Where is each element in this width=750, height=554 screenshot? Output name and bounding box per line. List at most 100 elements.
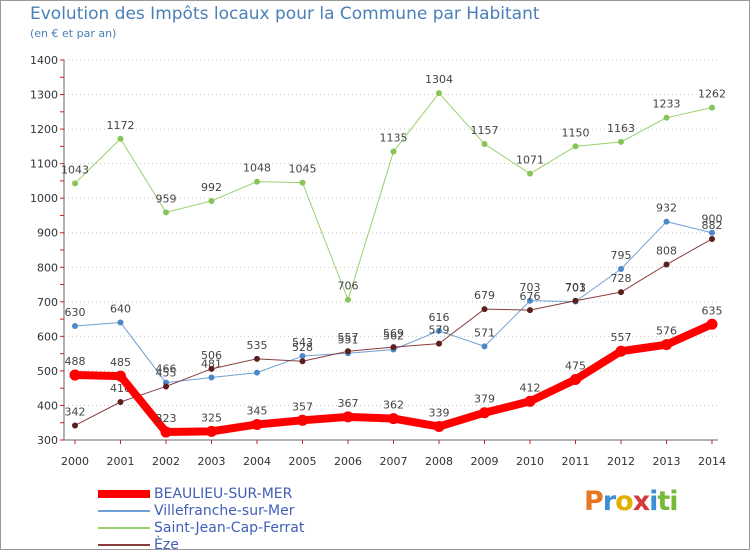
legend-swatch: [98, 510, 150, 512]
data-label-saint-jean-cap-ferrat: 1304: [425, 73, 453, 86]
data-point-saint-jean-cap-ferrat: [208, 197, 215, 204]
x-tick-label: 2011: [562, 455, 590, 468]
x-tick-label: 2001: [107, 455, 135, 468]
data-point-saint-jean-cap-ferrat: [345, 296, 351, 303]
data-point-beaulieu-sur-mer: [115, 370, 126, 382]
data-point-beaulieu-sur-mer: [433, 421, 445, 433]
logo-letter: P: [584, 486, 604, 517]
data-point-villefranche-sur-mer: [481, 343, 488, 350]
x-tick-label: 2007: [380, 455, 408, 468]
data-label-saint-jean-cap-ferrat: 706: [338, 280, 359, 293]
data-point-villefranche-sur-mer: [117, 319, 124, 326]
x-tick-label: 2010: [516, 455, 544, 468]
y-tick-label: 1000: [30, 192, 58, 205]
data-label-villefranche-sur-mer: 571: [474, 326, 495, 339]
logo-letter: i: [669, 486, 678, 517]
data-label-villefranche-sur-mer: 562: [383, 329, 404, 342]
data-label-villefranche-sur-mer: 630: [65, 306, 86, 319]
data-point-beaulieu-sur-mer: [661, 339, 672, 351]
data-point-saint-jean-cap-ferrat: [709, 104, 715, 111]
data-label-villefranche-sur-mer: 795: [611, 249, 632, 262]
data-label-beaulieu-sur-mer: 576: [656, 325, 677, 338]
data-point-villefranche-sur-mer: [436, 327, 442, 334]
data-label-beaulieu-sur-mer: 345: [247, 404, 268, 417]
data-label-saint-jean-cap-ferrat: 1071: [516, 154, 544, 167]
data-label-saint-jean-cap-ferrat: 1163: [607, 122, 635, 135]
data-point-saint-jean-cap-ferrat: [254, 178, 260, 185]
x-tick-label: 2006: [334, 455, 362, 468]
x-tick-label: 2013: [653, 455, 681, 468]
data-point-villefranche-sur-mer: [254, 369, 260, 376]
data-point-villefranche-sur-mer: [299, 353, 306, 360]
data-point-saint-jean-cap-ferrat: [390, 148, 397, 155]
data-point-eze: [72, 422, 78, 429]
data-point-saint-jean-cap-ferrat: [572, 143, 579, 150]
data-label-villefranche-sur-mer: 900: [702, 213, 723, 226]
data-point-saint-jean-cap-ferrat: [299, 179, 306, 186]
legend-label: BEAULIEU-SUR-MER: [154, 486, 293, 502]
data-label-villefranche-sur-mer: 543: [292, 336, 313, 349]
data-label-villefranche-sur-mer: 703: [520, 281, 541, 294]
data-label-beaulieu-sur-mer: 412: [520, 381, 541, 394]
data-point-eze: [663, 261, 670, 268]
chart-title: Evolution des Impôts locaux pour la Comm…: [30, 4, 540, 24]
legend-item-eze: Èze: [98, 537, 358, 554]
data-label-saint-jean-cap-ferrat: 1233: [653, 98, 681, 111]
y-tick-label: 400: [37, 399, 58, 412]
data-label-beaulieu-sur-mer: 362: [383, 399, 404, 412]
data-point-saint-jean-cap-ferrat: [163, 209, 169, 216]
data-label-villefranche-sur-mer: 932: [656, 202, 677, 215]
data-label-villefranche-sur-mer: 701: [565, 281, 586, 294]
data-label-saint-jean-cap-ferrat: 1135: [380, 132, 408, 145]
logo-letter: x: [632, 486, 650, 517]
data-label-saint-jean-cap-ferrat: 1157: [471, 124, 499, 137]
data-point-beaulieu-sur-mer: [297, 414, 308, 426]
data-label-beaulieu-sur-mer: 557: [611, 331, 632, 344]
data-point-saint-jean-cap-ferrat: [663, 114, 670, 121]
data-point-beaulieu-sur-mer: [160, 426, 172, 438]
data-label-eze: 557: [338, 331, 359, 344]
legend-label: Èze: [154, 537, 179, 553]
logo-letter: o: [615, 486, 634, 517]
data-point-saint-jean-cap-ferrat: [618, 138, 624, 145]
x-tick-label: 2005: [289, 455, 317, 468]
x-tick-label: 2003: [198, 455, 226, 468]
data-point-beaulieu-sur-mer: [706, 318, 718, 330]
chart-legend: BEAULIEU-SUR-MER Villefranche-sur-Mer Sain…: [98, 486, 358, 554]
data-label-saint-jean-cap-ferrat: 959: [156, 192, 177, 205]
data-label-beaulieu-sur-mer: 635: [702, 304, 723, 317]
data-label-eze: 535: [247, 339, 268, 352]
y-tick-label: 800: [37, 261, 58, 274]
data-label-eze: 679: [474, 289, 495, 302]
data-point-eze: [345, 348, 351, 355]
legend-item-villefranche-sur-mer: Villefranche-sur-Mer: [98, 503, 358, 520]
data-point-villefranche-sur-mer: [527, 297, 533, 304]
data-point-eze: [481, 306, 488, 313]
data-label-eze: 569: [383, 327, 404, 340]
y-tick-label: 700: [37, 296, 58, 309]
data-label-beaulieu-sur-mer: 379: [474, 393, 495, 406]
legend-swatch: [98, 544, 150, 546]
chart-subtitle: (en € et par an): [30, 27, 117, 40]
data-label-eze: 882: [702, 219, 723, 232]
y-tick-label: 900: [37, 227, 58, 240]
x-tick-label: 2014: [698, 455, 726, 468]
data-label-beaulieu-sur-mer: 339: [429, 407, 450, 420]
data-label-villefranche-sur-mer: 640: [110, 303, 131, 316]
data-point-beaulieu-sur-mer: [342, 411, 354, 423]
data-point-beaulieu-sur-mer: [615, 345, 627, 357]
logo-letter: r: [602, 486, 616, 517]
logo-letter: i: [649, 486, 658, 517]
data-label-eze: 455: [156, 366, 177, 379]
y-tick-label: 600: [37, 330, 58, 343]
data-point-eze: [572, 297, 579, 304]
data-label-beaulieu-sur-mer: 323: [156, 412, 177, 425]
data-label-saint-jean-cap-ferrat: 992: [201, 181, 222, 194]
data-point-beaulieu-sur-mer: [479, 407, 490, 419]
data-point-saint-jean-cap-ferrat: [527, 170, 533, 177]
y-tick-label: 1300: [30, 89, 58, 102]
data-point-beaulieu-sur-mer: [524, 395, 536, 407]
y-tick-label: 300: [37, 434, 58, 447]
